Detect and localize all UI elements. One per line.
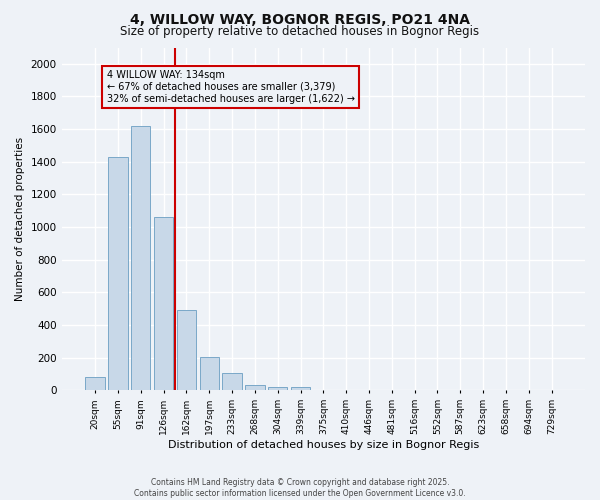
Bar (268, 387, 287, 390)
Bar (200, 357, 219, 390)
Bar (177, 310, 196, 390)
Bar (85, 378, 105, 390)
Text: Contains HM Land Registry data © Crown copyright and database right 2025.
Contai: Contains HM Land Registry data © Crown c… (134, 478, 466, 498)
Bar (223, 374, 242, 390)
Bar (108, 157, 128, 390)
Bar (291, 388, 310, 390)
Bar (131, 126, 151, 390)
Text: 4, WILLOW WAY, BOGNOR REGIS, PO21 4NA: 4, WILLOW WAY, BOGNOR REGIS, PO21 4NA (130, 12, 470, 26)
Bar (245, 384, 265, 390)
Y-axis label: Number of detached properties: Number of detached properties (15, 137, 25, 301)
Bar (154, 218, 173, 390)
Text: Size of property relative to detached houses in Bognor Regis: Size of property relative to detached ho… (121, 25, 479, 38)
X-axis label: Distribution of detached houses by size in Bognor Regis: Distribution of detached houses by size … (168, 440, 479, 450)
Text: 4 WILLOW WAY: 134sqm
← 67% of detached houses are smaller (3,379)
32% of semi-de: 4 WILLOW WAY: 134sqm ← 67% of detached h… (107, 70, 355, 104)
